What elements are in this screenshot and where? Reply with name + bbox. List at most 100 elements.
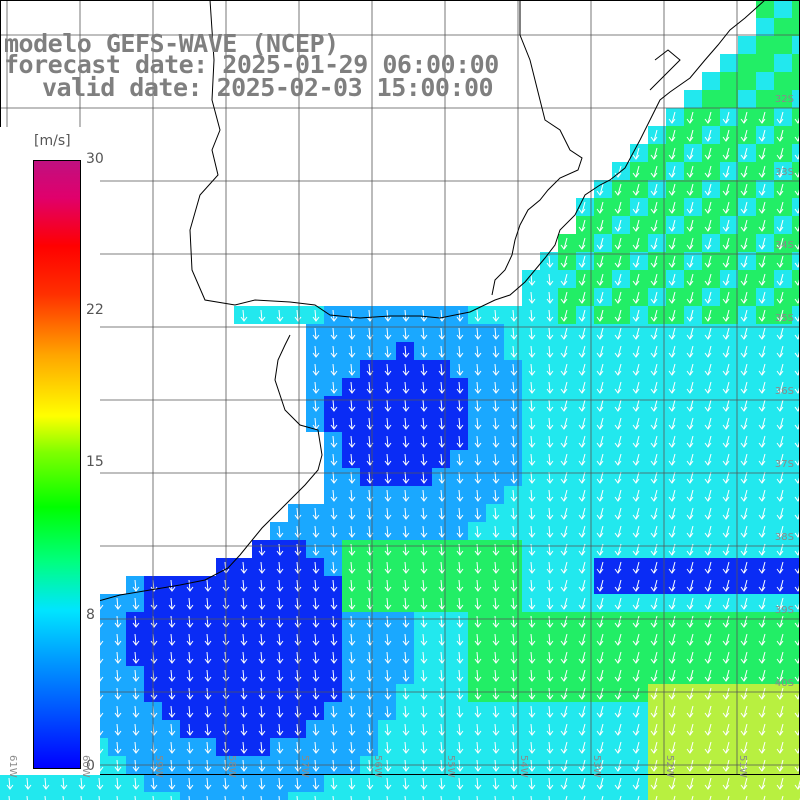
wind-speed-cell (684, 540, 702, 558)
wind-arrow (668, 615, 676, 628)
wind-speed-cell (612, 342, 630, 360)
wind-speed-cell (792, 162, 800, 180)
wind-arrow (740, 561, 748, 574)
wind-arrow (546, 453, 554, 466)
wind-arrow (456, 651, 464, 664)
wind-arrow (132, 579, 140, 592)
wind-speed-cell (774, 216, 792, 234)
wind-arrow (650, 345, 658, 358)
wind-speed-cell (702, 684, 720, 702)
wind-arrow (312, 723, 320, 736)
wind-speed-cell (558, 504, 576, 522)
wind-speed-cell (612, 234, 630, 252)
wind-arrow (546, 651, 554, 664)
wind-arrow (474, 381, 482, 394)
wind-speed-cell (738, 162, 756, 180)
wind-speed-cell (648, 540, 666, 558)
wind-arrow (402, 687, 410, 700)
wind-arrow (294, 579, 302, 592)
wind-arrow (668, 183, 676, 196)
wind-speed-cell (774, 702, 792, 720)
wind-arrow (668, 561, 676, 574)
wind-speed-cell (594, 540, 612, 558)
wind-speed-cell (594, 666, 612, 684)
wind-arrow (312, 507, 320, 520)
wind-speed-cell (792, 36, 800, 54)
wind-arrow (348, 471, 356, 484)
wind-speed-cell (630, 558, 648, 576)
wind-speed-cell (756, 702, 774, 720)
wind-arrow (596, 759, 604, 772)
wind-arrow (186, 633, 194, 646)
wind-arrow (312, 651, 320, 664)
wind-arrow (632, 723, 640, 736)
wind-arrow (704, 489, 712, 502)
wind-arrow (668, 273, 676, 286)
wind-arrow (402, 741, 410, 754)
wind-speed-cell (720, 288, 738, 306)
wind-speed-cell (630, 450, 648, 468)
wind-speed-cell (630, 738, 648, 756)
wind-speed-cell (792, 72, 800, 90)
wind-arrow (348, 741, 356, 754)
wind-arrow (276, 561, 284, 574)
wind-arrow (456, 381, 464, 394)
wind-arrow (312, 399, 320, 412)
wind-speed-cell (774, 486, 792, 504)
wind-arrow (206, 795, 208, 800)
wind-speed-cell (738, 288, 756, 306)
wind-arrow (614, 705, 622, 718)
wind-arrow (546, 435, 554, 448)
wind-arrow (614, 615, 622, 628)
wind-arrow (614, 561, 622, 574)
wind-speed-cell (684, 612, 702, 630)
wind-arrow (596, 669, 604, 682)
wind-arrow (758, 741, 766, 754)
wind-speed-cell (630, 648, 648, 666)
wind-arrow (132, 633, 140, 646)
wind-arrow (438, 561, 446, 574)
wind-speed-cell (666, 234, 684, 252)
wind-arrow (510, 381, 518, 394)
wind-speed-cell (630, 252, 648, 270)
wind-speed-cell (756, 468, 774, 486)
wind-speed-cell (738, 486, 756, 504)
wind-arrow (632, 273, 640, 286)
wind-arrow (758, 705, 766, 718)
wind-speed-cell (702, 720, 720, 738)
wind-arrow (420, 723, 428, 736)
lon-label: 53W (591, 755, 602, 778)
wind-speed-cell (558, 648, 576, 666)
wind-speed-cell (792, 414, 800, 432)
wind-arrow (650, 669, 658, 682)
wind-arrow (42, 777, 50, 790)
wind-arrow (510, 453, 518, 466)
lat-label: 40S (774, 678, 794, 689)
wind-arrow (456, 687, 464, 700)
wind-speed-cell (702, 612, 720, 630)
wind-speed-cell (684, 288, 702, 306)
wind-arrow (240, 615, 248, 628)
wind-arrow (614, 201, 622, 214)
wind-arrow (258, 777, 266, 790)
wind-arrow (294, 309, 302, 322)
wind-arrow (510, 777, 518, 790)
wind-speed-cell (792, 522, 800, 540)
wind-arrow (276, 759, 284, 772)
wind-arrow (704, 741, 712, 754)
wind-arrow (704, 129, 712, 142)
wind-speed-cell (756, 180, 774, 198)
wind-speed-cell (558, 396, 576, 414)
wind-arrow (668, 201, 676, 214)
wind-arrow (758, 417, 766, 430)
wind-arrow (776, 327, 784, 340)
wind-arrow (740, 633, 748, 646)
wind-arrow (528, 327, 536, 340)
wind-speed-cell (720, 252, 738, 270)
wind-speed-cell (756, 342, 774, 360)
wind-arrow (632, 183, 640, 196)
wind-arrow (758, 165, 766, 178)
wind-arrow (722, 147, 730, 160)
wind-speed-cell (792, 54, 800, 72)
